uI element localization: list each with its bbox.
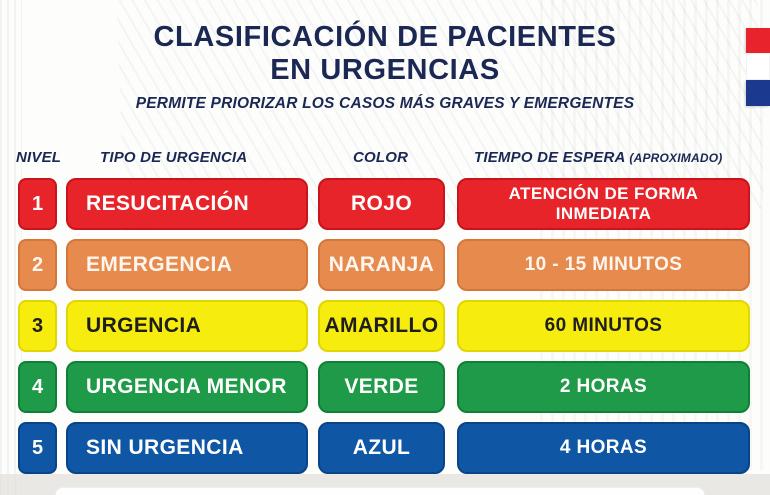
page-title: CLASIFICACIÓN DE PACIENTES EN URGENCIAS bbox=[0, 21, 770, 87]
table-row-level-3: 3 URGENCIA AMARILLO 60 MINUTOS bbox=[18, 300, 750, 352]
level-badge: 4 bbox=[18, 361, 57, 413]
page-title-line2: EN URGENCIAS bbox=[270, 54, 500, 86]
column-header-tipo: TIPO DE URGENCIA bbox=[100, 149, 248, 166]
wait-time-cell: 4 HORAS bbox=[457, 422, 750, 474]
urgency-type-cell: URGENCIA MENOR bbox=[66, 361, 308, 413]
table-row-level-1: 1 RESUCITACIÓN ROJO ATENCIÓN DE FORMA IN… bbox=[18, 178, 750, 230]
urgency-type-cell: SIN URGENCIA bbox=[66, 422, 308, 474]
paraguay-flag-red-stripe-icon bbox=[746, 28, 770, 53]
column-header-nivel: NIVEL bbox=[16, 149, 62, 166]
level-badge: 5 bbox=[18, 422, 57, 474]
page-subtitle: PERMITE PRIORIZAR LOS CASOS MÁS GRAVES Y… bbox=[135, 95, 635, 112]
cropped-bottom-card bbox=[55, 487, 705, 495]
level-badge: 1 bbox=[18, 178, 57, 230]
page-title-line1: CLASIFICACIÓN DE PACIENTES bbox=[153, 21, 617, 53]
color-name-cell: VERDE bbox=[318, 361, 445, 413]
column-header-tiempo-note: (APROXIMADO) bbox=[629, 151, 723, 165]
paraguay-flag-blue-stripe-icon bbox=[746, 80, 770, 106]
wait-time-cell: 2 HORAS bbox=[457, 361, 750, 413]
urgency-type-cell: EMERGENCIA bbox=[66, 239, 308, 291]
urgency-type-cell: RESUCITACIÓN bbox=[66, 178, 308, 230]
column-header-tiempo-main: TIEMPO DE ESPERA bbox=[474, 149, 626, 166]
level-badge: 2 bbox=[18, 239, 57, 291]
column-header-color: COLOR bbox=[353, 149, 409, 166]
column-header-tiempo: TIEMPO DE ESPERA (APROXIMADO) bbox=[474, 149, 722, 166]
color-name-cell: AMARILLO bbox=[318, 300, 445, 352]
wait-time-cell: 10 - 15 MINUTOS bbox=[457, 239, 750, 291]
table-row-level-4: 4 URGENCIA MENOR VERDE 2 HORAS bbox=[18, 361, 750, 413]
color-name-cell: ROJO bbox=[318, 178, 445, 230]
color-name-cell: NARANJA bbox=[318, 239, 445, 291]
wait-time-cell: 60 MINUTOS bbox=[457, 300, 750, 352]
wait-time-cell: ATENCIÓN DE FORMA INMEDIATA bbox=[457, 178, 750, 230]
level-badge: 3 bbox=[18, 300, 57, 352]
table-row-level-5: 5 SIN URGENCIA AZUL 4 HORAS bbox=[18, 422, 750, 474]
table-row-level-2: 2 EMERGENCIA NARANJA 10 - 15 MINUTOS bbox=[18, 239, 750, 291]
color-name-cell: AZUL bbox=[318, 422, 445, 474]
background-left-stripes bbox=[0, 0, 22, 495]
urgency-type-cell: URGENCIA bbox=[66, 300, 308, 352]
triage-table: 1 RESUCITACIÓN ROJO ATENCIÓN DE FORMA IN… bbox=[18, 178, 750, 474]
